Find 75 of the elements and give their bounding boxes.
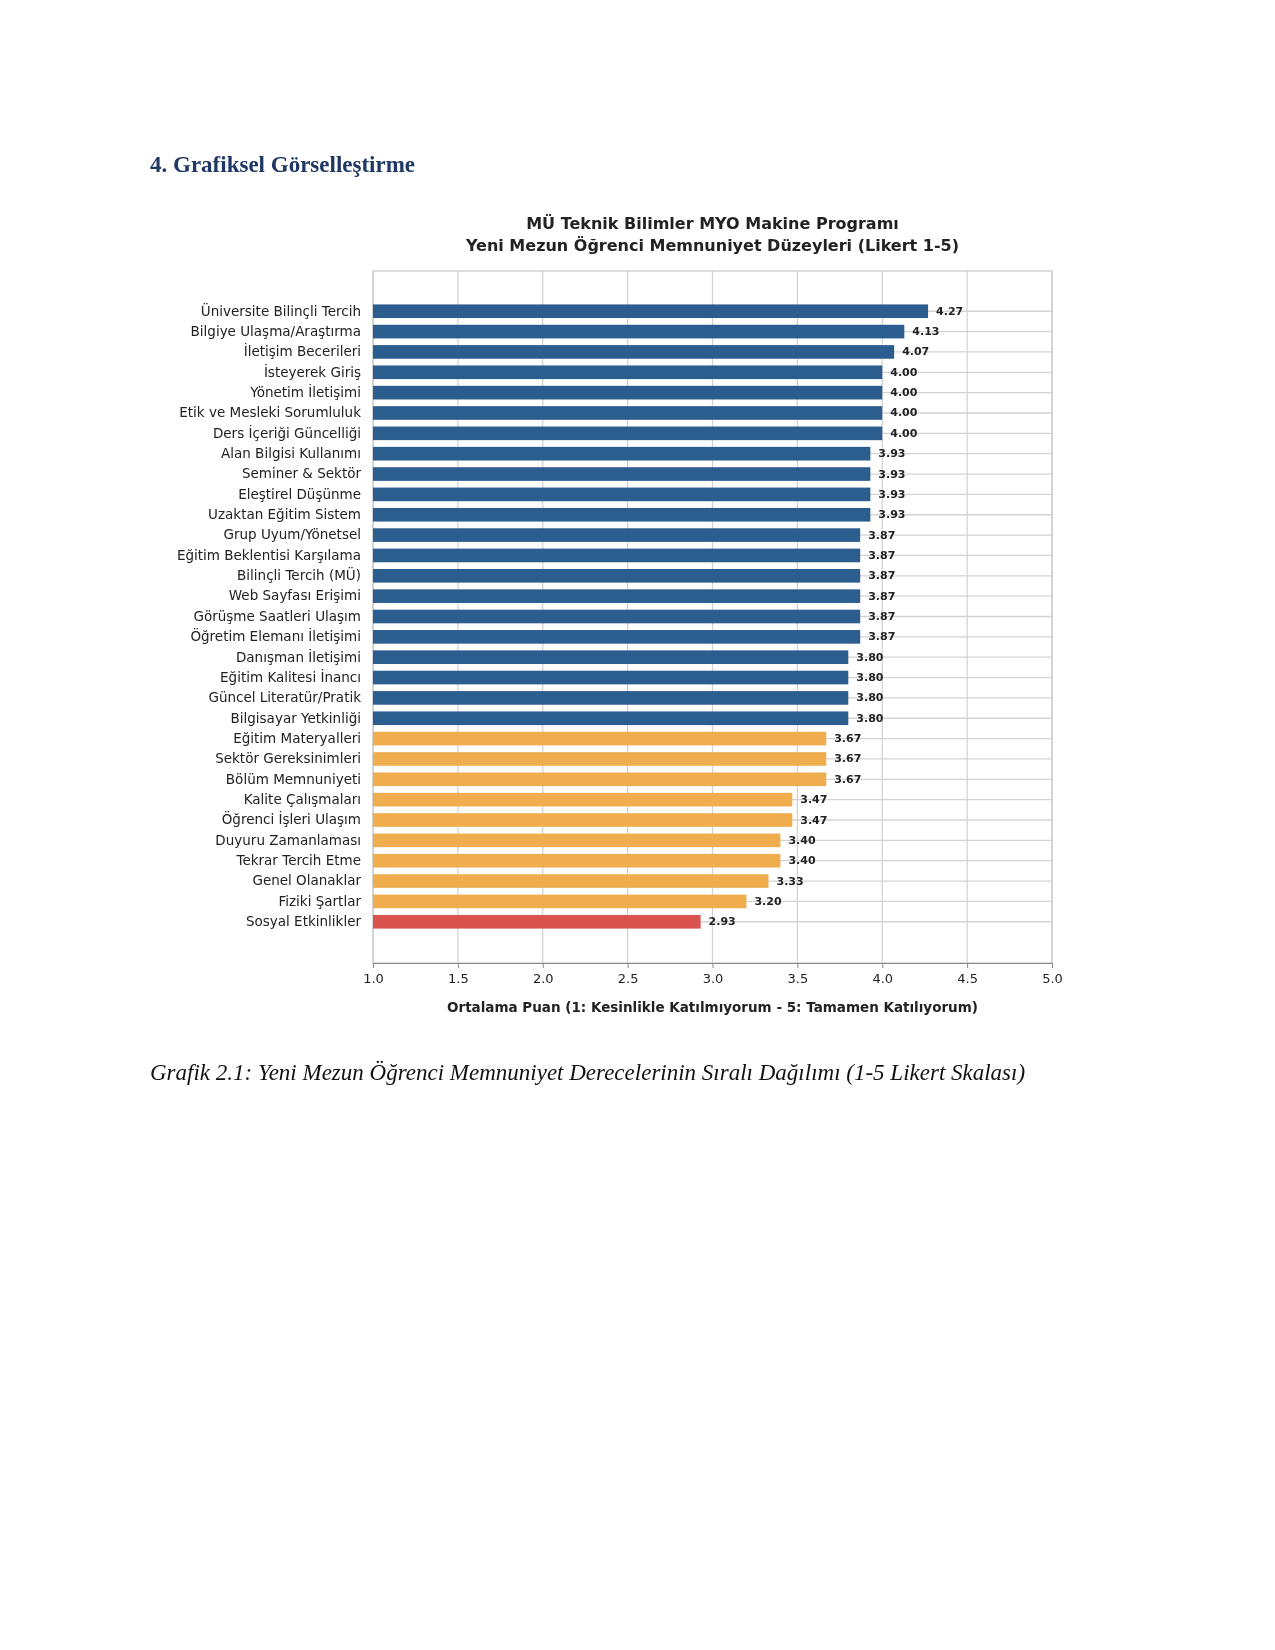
y-tick-label: Eğitim Materyalleri xyxy=(233,729,361,746)
text: 4. Grafiksel Görselleştirme xyxy=(150,152,416,177)
y-tick-label: Ders İçeriği Güncelliği xyxy=(212,423,361,441)
x-tick-label: 4.0 xyxy=(872,970,894,986)
data-label: 3.67 xyxy=(834,752,862,766)
y-tick-label: Görüşme Saatleri Ulaşım xyxy=(193,607,361,624)
data-label: 3.93 xyxy=(878,467,906,481)
x-tick-label: 3.5 xyxy=(787,970,809,986)
x-axis-title: Ortalama Puan (1: Kesinlikle Katılmıyorum - 5: Tamamen Katılıyorum) xyxy=(447,999,978,1015)
data-label: 3.67 xyxy=(834,772,862,786)
y-tick-label: Yönetim İletişimi xyxy=(249,382,361,400)
y-tick-label: Genel Olanaklar xyxy=(252,872,362,889)
y-tick-label: Alan Bilgisi Kullanımı xyxy=(221,445,361,462)
data-label: 3.87 xyxy=(868,589,896,603)
data-label: 3.40 xyxy=(788,854,816,868)
data-label: 3.67 xyxy=(834,732,862,746)
data-label: 3.47 xyxy=(800,813,828,827)
data-label: 3.40 xyxy=(788,833,816,847)
data-label: 3.93 xyxy=(878,508,906,522)
data-label: 3.80 xyxy=(856,650,884,664)
y-tick-label: Grup Uyum/Yönetsel xyxy=(223,526,361,543)
y-tick-label: Kalite Çalışmaları xyxy=(243,790,361,807)
y-tick-label: Duyuru Zamanlaması xyxy=(215,831,361,848)
data-label: 3.47 xyxy=(800,793,828,807)
y-tick-label: Öğretim Elemanı İletişimi xyxy=(190,627,361,645)
y-tick-label: Etik ve Mesleki Sorumluluk xyxy=(179,404,362,421)
y-tick-label: Eleştirel Düşünme xyxy=(238,485,361,502)
y-tick-label: Danışman İletişimi xyxy=(235,647,361,665)
data-label: 3.80 xyxy=(856,691,884,705)
x-tick-label: 2.5 xyxy=(617,970,639,986)
data-label: 4.00 xyxy=(890,386,918,400)
data-label: 4.27 xyxy=(936,304,964,318)
y-tick-label: Öğrenci İşleri Ulaşım xyxy=(221,810,361,828)
y-tick-label: Eğitim Beklentisi Karşılama xyxy=(176,546,361,563)
x-tick-label: 1.0 xyxy=(363,970,384,986)
y-tick-label: Bilgisayar Yetkinliği xyxy=(230,709,361,726)
data-label: 4.13 xyxy=(912,325,940,339)
data-label: 3.80 xyxy=(856,671,884,685)
y-tick-label: Seminer & Sektör xyxy=(241,465,362,482)
data-label: 3.33 xyxy=(776,874,804,888)
x-tick-label: 2.0 xyxy=(532,970,554,986)
data-label: 3.93 xyxy=(878,487,906,501)
y-tick-label: İletişim Becerileri xyxy=(243,342,361,360)
y-tick-label: Eğitim Kalitesi İnancı xyxy=(220,667,361,685)
y-tick-label: Bilinçli Tercih (MÜ) xyxy=(237,566,361,584)
data-label: 4.00 xyxy=(890,365,918,379)
y-tick-label: Web Sayfası Erişimi xyxy=(228,587,361,604)
x-tick-label: 3.0 xyxy=(702,970,724,986)
data-label: 3.87 xyxy=(868,528,896,542)
text: Grafik 2.1: Yeni Mezun Öğrenci Memnuniyet Derecelerinin Sıralı Dağılımı (1-5 Likert Skalası) xyxy=(150,1060,1026,1085)
y-tick-label: Tekrar Tercih Etme xyxy=(235,852,361,869)
y-tick-label: Bölüm Memnuniyeti xyxy=(225,770,361,787)
data-label: 3.80 xyxy=(856,711,884,725)
x-tick-label: 4.5 xyxy=(957,970,978,986)
data-label: 4.07 xyxy=(902,345,930,359)
data-label: 4.00 xyxy=(890,426,918,440)
y-tick-label: Güncel Literatür/Pratik xyxy=(208,689,362,706)
y-tick-label: Bilgiye Ulaşma/Araştırma xyxy=(190,322,361,339)
x-tick-label: 5.0 xyxy=(1042,970,1063,986)
data-label: 3.87 xyxy=(868,630,896,644)
x-tick-label: 1.5 xyxy=(448,970,469,986)
y-tick-label: Fiziki Şartlar xyxy=(278,892,362,909)
y-tick-label: Sosyal Etkinlikler xyxy=(245,913,362,930)
data-label: 2.93 xyxy=(708,915,736,929)
chart-title: MÜ Teknik Bilimler MYO Makine Programı Yeni Mezun Öğrenci Memnuniyet Düzeyleri (Likert 1-5) xyxy=(464,214,960,255)
data-label: 3.93 xyxy=(878,447,906,461)
data-label: 3.87 xyxy=(868,569,896,583)
y-tick-label: Üniversite Bilinçli Tercih xyxy=(200,301,361,319)
y-tick-label: İsteyerek Giriş xyxy=(263,362,361,380)
y-tick-label: Sektör Gereksinimleri xyxy=(215,750,361,767)
data-label: 3.87 xyxy=(868,548,896,562)
data-label: 3.20 xyxy=(754,894,782,908)
data-label: 4.00 xyxy=(890,406,918,420)
y-tick-label: Uzaktan Eğitim Sistem xyxy=(208,506,361,523)
data-label: 3.87 xyxy=(868,610,896,623)
